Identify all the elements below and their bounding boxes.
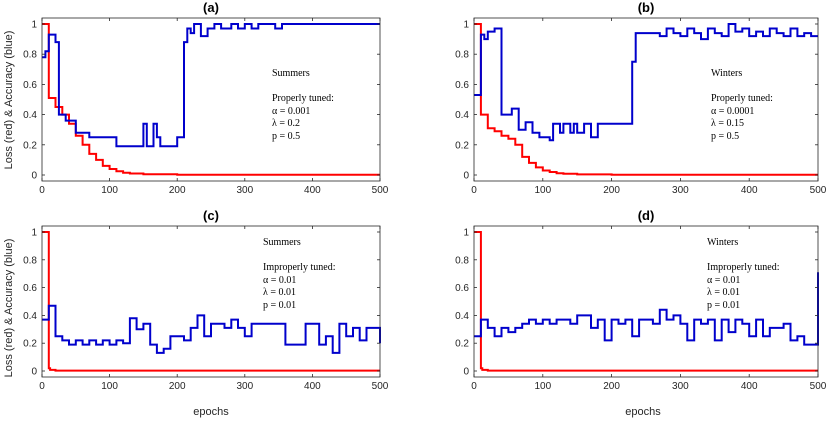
y-tick-label: 0 <box>463 171 469 182</box>
x-tick-label: 400 <box>304 381 321 392</box>
panel-d: (d) 0 100 200 300 400 500 0 0.2 0.4 0.6 0.8 1 Winters… <box>455 208 827 392</box>
y-tick-label: 0.6 <box>23 283 37 294</box>
x-tick-label: 500 <box>810 381 827 392</box>
y-tick-label: 1 <box>31 228 37 239</box>
annotation-line: Winters <box>711 68 742 79</box>
x-tick-label: 200 <box>603 185 620 196</box>
x-tick-label: 100 <box>534 381 551 392</box>
annotation-line: λ = 0.15 <box>711 118 744 129</box>
annotation-line: p = 0.5 <box>272 131 300 142</box>
annotation-line: α = 0.01 <box>263 275 296 286</box>
accuracy-line <box>474 272 819 346</box>
panel-a: (a) 0 100 200 300 400 500 0 0.2 0.4 0.6 0.8 1 Summers… <box>23 0 389 196</box>
y-tick-label: 0.8 <box>455 255 469 266</box>
x-tick-label: 200 <box>603 381 620 392</box>
x-tick-label: 0 <box>471 381 477 392</box>
loss-line <box>42 231 380 372</box>
y-tick-label: 0 <box>31 367 37 378</box>
y-tick-label: 0.2 <box>23 339 37 350</box>
x-tick-label: 300 <box>236 185 253 196</box>
panel-c: (c) 0 100 200 300 400 500 0 0.2 0.4 0.6 0.8 1 Summers… <box>23 208 389 392</box>
x-tick-label: 200 <box>169 381 186 392</box>
annotation-line: p = 0.5 <box>711 131 739 142</box>
annotation-line: Improperly tuned: <box>263 262 335 273</box>
plot-frame <box>41 17 381 182</box>
x-tick-label: 300 <box>672 381 689 392</box>
y-tick-label: 0.2 <box>455 339 469 350</box>
loss-line <box>474 231 818 372</box>
y-tick-label: 0 <box>31 171 37 182</box>
accuracy-line <box>474 23 818 142</box>
y-tick-label: 0.6 <box>23 80 37 91</box>
x-tick-label: 300 <box>672 185 689 196</box>
plot-frame <box>473 17 819 182</box>
y-tick-label: 0.6 <box>455 80 469 91</box>
panel-title: (a) <box>203 0 219 15</box>
x-tick-label: 400 <box>304 185 321 196</box>
loss-line <box>42 23 380 176</box>
y-tick-label: 1 <box>463 20 469 31</box>
y-tick-label: 0.4 <box>455 311 469 322</box>
loss-line <box>474 23 818 176</box>
x-tick-label: 400 <box>741 185 758 196</box>
x-tick-label: 500 <box>372 381 389 392</box>
annotation-line: λ = 0.01 <box>263 287 296 298</box>
annotation-line: λ = 0.01 <box>707 287 740 298</box>
annotation-line: Summers <box>263 237 301 248</box>
x-tick-label: 500 <box>810 185 827 196</box>
y-axis-label-bottom: Loss (red) & Accuracy (blue) <box>3 239 15 378</box>
panel-title: (c) <box>203 208 219 223</box>
y-tick-label: 0.8 <box>23 255 37 266</box>
y-tick-label: 0.8 <box>455 50 469 61</box>
annotation-line: Properly tuned: <box>711 93 773 104</box>
x-tick-label: 100 <box>534 185 551 196</box>
plot-frame <box>41 225 381 378</box>
panel-b: (b) 0 100 200 300 400 500 0 0.2 0.4 0.6 0.8 1 Winters… <box>455 0 827 196</box>
y-tick-label: 1 <box>31 20 37 31</box>
y-tick-label: 0.4 <box>23 110 37 121</box>
x-tick-label: 100 <box>101 381 118 392</box>
y-tick-label: 0.2 <box>455 140 469 151</box>
x-tick-label: 0 <box>471 185 477 196</box>
x-tick-label: 500 <box>372 185 389 196</box>
plot-frame <box>473 225 819 378</box>
panel-title: (b) <box>638 0 655 15</box>
panel-title: (d) <box>638 208 655 223</box>
annotation-line: α = 0.01 <box>707 275 740 286</box>
annotation-line: Winters <box>707 237 738 248</box>
y-tick-label: 0.4 <box>23 311 37 322</box>
accuracy-line <box>42 304 381 354</box>
y-axis-label-top: Loss (red) & Accuracy (blue) <box>3 31 15 170</box>
y-tick-label: 0.6 <box>455 283 469 294</box>
y-tick-label: 1 <box>463 228 469 239</box>
x-tick-label: 0 <box>39 185 45 196</box>
x-tick-label: 200 <box>169 185 186 196</box>
annotation-line: Properly tuned: <box>272 93 334 104</box>
y-tick-label: 0.4 <box>455 110 469 121</box>
annotation-line: Improperly tuned: <box>707 262 779 273</box>
y-tick-label: 0 <box>463 367 469 378</box>
accuracy-line <box>42 23 380 148</box>
annotation-line: Summers <box>272 68 310 79</box>
x-tick-label: 100 <box>101 185 118 196</box>
annotation-line: p = 0.01 <box>263 300 296 311</box>
x-axis-label-right: epochs <box>625 406 661 418</box>
annotation-line: α = 0.001 <box>272 106 310 117</box>
annotation-line: α = 0.0001 <box>711 106 754 117</box>
y-tick-label: 0.2 <box>23 140 37 151</box>
y-tick-label: 0.8 <box>23 50 37 61</box>
annotation-line: p = 0.01 <box>707 300 740 311</box>
x-tick-label: 0 <box>39 381 45 392</box>
x-tick-label: 400 <box>741 381 758 392</box>
annotation-line: λ = 0.2 <box>272 118 300 129</box>
x-tick-label: 300 <box>236 381 253 392</box>
x-axis-label-left: epochs <box>193 406 229 418</box>
